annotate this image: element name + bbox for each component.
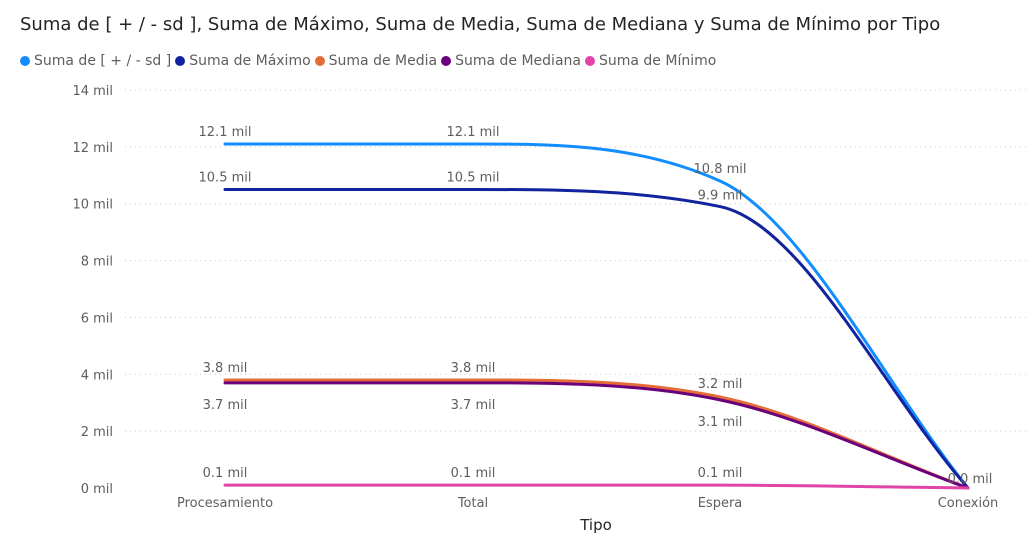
series-line xyxy=(223,381,970,490)
data-label: 3.8 mil xyxy=(451,361,496,376)
data-label: 12.1 mil xyxy=(199,125,252,140)
y-tick-label: 4 mil xyxy=(81,368,113,383)
legend-item[interactable]: Suma de [ + / - sd ] xyxy=(20,53,171,69)
x-axis-title: Tipo xyxy=(579,516,612,534)
series-line xyxy=(223,483,970,490)
legend-marker xyxy=(314,56,325,66)
legend-item[interactable]: Suma de Mediana xyxy=(441,53,581,69)
series-line xyxy=(223,142,970,490)
data-label: 12.1 mil xyxy=(447,125,500,140)
y-tick-label: 10 mil xyxy=(72,198,113,213)
series-line xyxy=(223,188,970,490)
y-tick-label: 2 mil xyxy=(81,425,113,440)
data-label: 10.5 mil xyxy=(447,171,500,186)
series-line xyxy=(223,378,970,490)
legend-marker xyxy=(175,56,186,66)
data-label: 9.9 mil xyxy=(698,189,743,204)
data-label: 0.1 mil xyxy=(203,466,248,481)
legend-marker xyxy=(20,56,30,66)
legend-item[interactable]: Suma de Media xyxy=(314,53,438,69)
legend-marker xyxy=(441,56,452,66)
y-tick-label: 6 mil xyxy=(81,311,113,326)
legend-label: Suma de Mediana xyxy=(455,53,581,69)
legend-item[interactable]: Suma de Máximo xyxy=(175,53,311,69)
x-tick-label: Conexión xyxy=(938,496,999,511)
data-label: 0.0 mil xyxy=(948,472,993,487)
legend-label: Suma de Media xyxy=(328,53,438,69)
legend-marker xyxy=(584,56,595,66)
data-label: 3.7 mil xyxy=(203,398,248,413)
chart-title: Suma de [ + / - sd ], Suma de Máximo, Su… xyxy=(20,14,941,35)
data-label: 0.1 mil xyxy=(698,466,743,481)
legend-label: Suma de Mínimo xyxy=(598,53,717,69)
legend-label: Suma de [ + / - sd ] xyxy=(34,53,172,69)
legend-label: Suma de Máximo xyxy=(189,53,311,69)
y-tick-label: 8 mil xyxy=(81,255,113,270)
data-label: 3.1 mil xyxy=(698,415,743,430)
data-label: 10.8 mil xyxy=(694,162,747,177)
data-label: 10.5 mil xyxy=(199,171,252,186)
legend: Suma de [ + / - sd ] Suma de Máximo Suma d… xyxy=(20,53,720,69)
x-tick-label: Total xyxy=(457,496,488,511)
data-label: 0.1 mil xyxy=(451,466,496,481)
y-tick-label: 12 mil xyxy=(72,141,113,156)
y-tick-label: 14 mil xyxy=(72,84,113,99)
data-label: 3.7 mil xyxy=(451,398,496,413)
x-tick-label: Procesamiento xyxy=(177,496,273,511)
legend-item[interactable]: Suma de Mínimo xyxy=(584,53,717,69)
y-tick-label: 0 mil xyxy=(81,482,113,497)
data-label: 3.2 mil xyxy=(698,377,743,392)
x-tick-label: Espera xyxy=(698,496,743,511)
data-label: 3.8 mil xyxy=(203,361,248,376)
